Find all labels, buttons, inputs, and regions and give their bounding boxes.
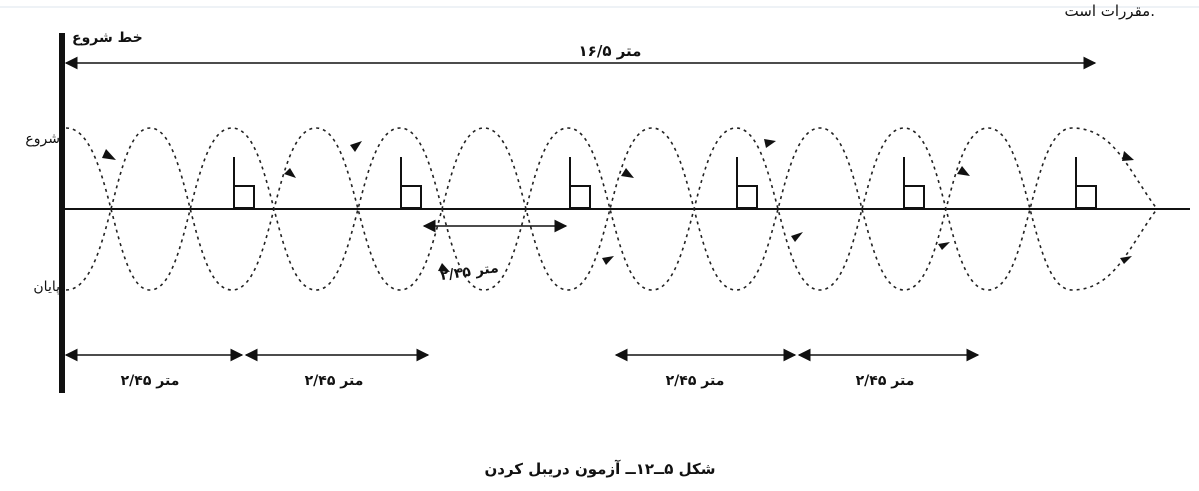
arrowhead: [791, 232, 803, 242]
top-corner-text: مقررات است.: [1065, 2, 1155, 20]
cone: [569, 157, 591, 209]
mid-spacing-label: ۲/۴۵ متر: [439, 260, 499, 284]
arrowhead: [602, 256, 614, 265]
cone: [1075, 157, 1097, 209]
start-line-label: خط شروع: [72, 30, 143, 46]
arrowhead: [284, 168, 296, 178]
arrowhead: [1120, 256, 1132, 264]
figure-caption: شکل ۵ــ۱۲ــ آزمون دریبل کردن: [484, 460, 715, 478]
weave-path-return: [65, 127, 1158, 291]
cone: [903, 157, 925, 209]
cone: [400, 157, 422, 209]
start-label: شروع: [25, 131, 60, 147]
arrowhead: [438, 263, 450, 272]
weave-path-outbound: [65, 127, 1158, 291]
spacing-label-3: ۲/۴۵ متر: [666, 373, 725, 389]
spacing-label-1: ۲/۴۵ متر: [121, 373, 180, 389]
cone: [736, 157, 758, 209]
arrowhead: [1122, 151, 1134, 161]
end-label: پایان: [33, 279, 60, 295]
total-distance-label: ۱۶/۵ متر: [579, 42, 642, 60]
arrowhead: [350, 141, 362, 152]
arrowhead: [764, 139, 776, 148]
cones: [233, 157, 1097, 209]
arrowhead: [957, 166, 970, 176]
arrowhead: [621, 168, 634, 178]
cone: [233, 157, 255, 209]
spacing-label-4: ۲/۴۵ متر: [856, 373, 915, 389]
direction-arrows: [102, 139, 1134, 272]
arrowhead: [938, 242, 950, 250]
arrowhead: [102, 149, 116, 160]
spacing-label-2: ۲/۴۵ متر: [305, 373, 364, 389]
